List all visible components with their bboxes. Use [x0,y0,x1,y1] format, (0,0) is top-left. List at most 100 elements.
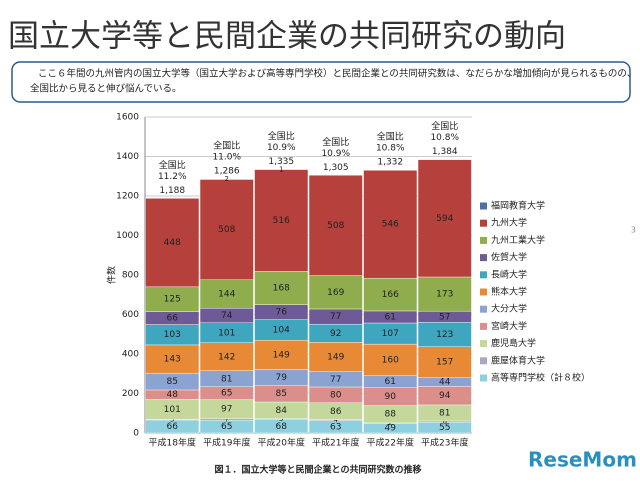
data-label: 97 [221,405,232,415]
data-label: 76 [276,308,288,318]
data-label: 65 [221,422,232,432]
total-label: 1,384 [432,147,458,157]
y-tick-label: 1000 [116,231,139,241]
data-label: 4 [334,416,339,424]
bar-segment [308,175,363,276]
data-label: 448 [164,238,181,248]
legend-swatch [480,340,487,348]
data-label: 94 [439,391,451,401]
data-label: 1 [279,165,283,173]
page-number: 3 [631,226,636,235]
data-label: 49 [385,424,397,434]
data-label: 5 [279,415,283,423]
data-label: 85 [167,377,178,387]
data-label: 66 [167,422,179,432]
data-label: 86 [330,407,342,417]
y-tick-label: 1200 [116,192,139,202]
data-label: 77 [330,375,341,385]
legend-swatch [480,322,487,330]
data-label: 55 [439,423,450,433]
legend-label: 大分大学 [491,303,527,315]
ratio-title: 全国比 [213,140,240,152]
data-label: 508 [218,225,235,235]
data-label: 77 [330,312,341,322]
x-tick-label: 平成19年度 [203,437,250,449]
legend-label: 九州大学 [491,217,527,229]
data-label: 63 [330,422,341,432]
data-label: 65 [221,389,232,399]
data-label: 546 [382,220,399,230]
bar-segment [363,277,418,312]
y-tick-label: 400 [122,350,139,360]
data-label: 88 [385,410,397,420]
bar-segment [199,179,254,280]
data-label: 142 [218,352,235,362]
legend-label: 長崎大学 [491,268,527,280]
data-label: 92 [330,329,341,339]
legend-label: 熊本大学 [491,286,527,298]
ratio-label: 10.8% [376,143,405,153]
legend-swatch [480,219,487,227]
legend-swatch [480,374,487,382]
bar-segment [363,170,418,279]
bar-segment [417,322,472,347]
data-label: 144 [218,289,235,299]
data-label: 168 [273,284,290,294]
y-tick-label: 600 [122,310,139,320]
x-tick-label: 平成18年度 [149,437,196,449]
ratio-title: 全国比 [322,136,349,148]
bar-segment [417,276,472,312]
bar-segment [254,339,309,370]
data-label: 160 [382,355,399,365]
bar-segment [199,279,254,309]
ratio-label: 10.9% [267,143,296,153]
x-tick-label: 平成20年度 [258,437,305,449]
data-label: 173 [436,290,453,300]
bar-segment [417,346,472,378]
data-label: 79 [276,373,288,383]
ratio-title: 全国比 [159,159,186,171]
ratio-label: 10.8% [430,133,459,143]
logo: ReseMom [528,448,637,472]
y-tick-label: 200 [122,389,139,399]
data-label: 157 [436,358,453,368]
data-label: 7 [225,415,229,423]
legend-swatch [480,305,487,313]
total-label: 1,188 [159,186,185,196]
total-label: 1,332 [377,157,403,167]
data-label: 2 [225,175,229,183]
summary-box [11,61,631,103]
ratio-label: 11.2% [158,172,187,182]
data-label: 61 [385,312,396,322]
legend-label: 九州工業大学 [491,234,545,246]
x-tick-label: 平成23年度 [421,437,468,449]
data-label: 101 [218,328,235,338]
data-label: 66 [167,314,179,324]
legend-label: 宮崎大学 [491,320,527,332]
summary-line: 全国比から見ると伸び悩んでいる。 [30,83,182,95]
data-label: 6 [443,418,448,426]
legend-label: 福岡教育大学 [491,200,545,212]
data-label: 103 [164,330,181,340]
y-tick-label: 800 [122,271,139,281]
legend-swatch [480,236,487,244]
data-label: 85 [276,389,287,399]
data-label: 81 [221,374,232,384]
bar-segment [145,198,200,288]
bar-segment [145,344,200,374]
data-label: 149 [327,353,344,363]
legend-swatch [480,202,487,210]
total-label: 1,305 [323,163,349,173]
page-title: 国立大学等と民間企業の共同研究の動向 [8,19,566,55]
data-label: 81 [439,408,450,418]
data-label: 104 [273,325,290,335]
x-tick-label: 平成22年度 [367,437,414,449]
legend-swatch [480,254,487,262]
legend-label: 鹿児島大学 [491,337,536,349]
data-label: 61 [385,377,396,387]
data-label: 80 [330,390,342,400]
y-tick-label: 0 [133,429,139,439]
data-label: 516 [273,216,290,226]
bar-segment [254,169,309,272]
data-label: 143 [164,355,181,365]
